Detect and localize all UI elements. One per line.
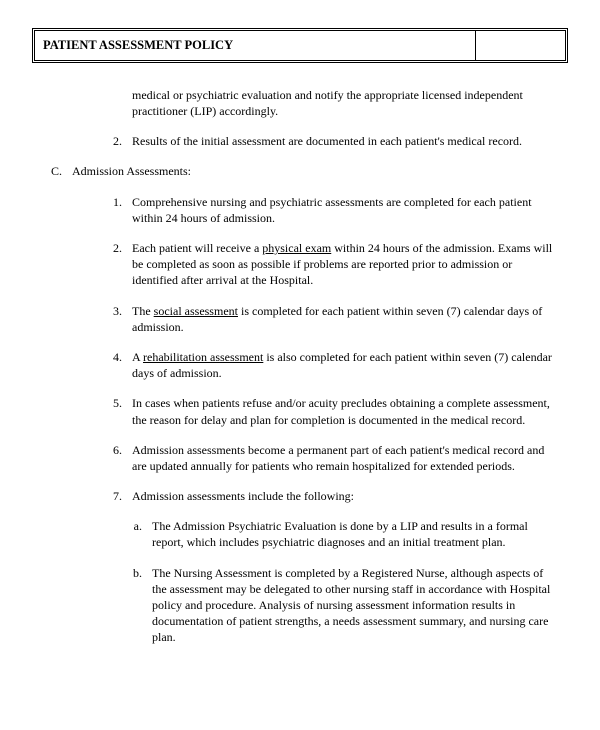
- item-marker: a.: [128, 518, 142, 534]
- item-marker: 1.: [104, 194, 122, 210]
- item-text: Admission assessments include the follow…: [132, 488, 558, 504]
- item-marker: 3.: [104, 303, 122, 319]
- page-title: PATIENT ASSESSMENT POLICY: [43, 37, 475, 54]
- item-text: The Nursing Assessment is completed by a…: [152, 565, 558, 646]
- item-text: A rehabilitation assessment is also comp…: [132, 349, 558, 381]
- list-item: 1. Comprehensive nursing and psychiatric…: [104, 194, 558, 226]
- item-marker: b.: [128, 565, 142, 581]
- list-item: 7. Admission assessments include the fol…: [104, 488, 558, 504]
- document-content: medical or psychiatric evaluation and no…: [32, 87, 568, 646]
- list-item: b. The Nursing Assessment is completed b…: [128, 565, 558, 646]
- section-heading: C. Admission Assessments:: [48, 163, 558, 179]
- item-text: The Admission Psychiatric Evaluation is …: [152, 518, 558, 550]
- section-c-list: 1. Comprehensive nursing and psychiatric…: [76, 194, 558, 646]
- list-item: 2. Results of the initial assessment are…: [104, 133, 558, 149]
- section-label: Admission Assessments:: [72, 163, 558, 179]
- underlined-term: rehabilitation assessment: [143, 350, 263, 364]
- item-text: Each patient will receive a physical exa…: [132, 240, 558, 289]
- item-text: Comprehensive nursing and psychiatric as…: [132, 194, 558, 226]
- list-item: 5. In cases when patients refuse and/or …: [104, 395, 558, 427]
- underlined-term: physical exam: [262, 241, 331, 255]
- item-text: The social assessment is completed for e…: [132, 303, 558, 335]
- continuation-paragraph: medical or psychiatric evaluation and no…: [104, 87, 558, 119]
- underlined-term: social assessment: [154, 304, 238, 318]
- title-side-cell: [475, 31, 565, 60]
- list-item: 3. The social assessment is completed fo…: [104, 303, 558, 335]
- item-marker: 2.: [104, 240, 122, 256]
- title-box: PATIENT ASSESSMENT POLICY: [32, 28, 568, 63]
- item-text: Results of the initial assessment are do…: [132, 133, 558, 149]
- section-marker: C.: [48, 163, 62, 179]
- item-marker: 7.: [104, 488, 122, 504]
- list-item: a. The Admission Psychiatric Evaluation …: [128, 518, 558, 550]
- section-c-sublist: a. The Admission Psychiatric Evaluation …: [104, 518, 558, 645]
- item-marker: 5.: [104, 395, 122, 411]
- list-item: 4. A rehabilitation assessment is also c…: [104, 349, 558, 381]
- item-marker: 6.: [104, 442, 122, 458]
- continuation-text: medical or psychiatric evaluation and no…: [132, 87, 558, 119]
- list-item: 6. Admission assessments become a perman…: [104, 442, 558, 474]
- item-text: In cases when patients refuse and/or acu…: [132, 395, 558, 427]
- item-marker: 2.: [104, 133, 122, 149]
- item-marker: 4.: [104, 349, 122, 365]
- item-text: Admission assessments become a permanent…: [132, 442, 558, 474]
- list-item: 2. Each patient will receive a physical …: [104, 240, 558, 289]
